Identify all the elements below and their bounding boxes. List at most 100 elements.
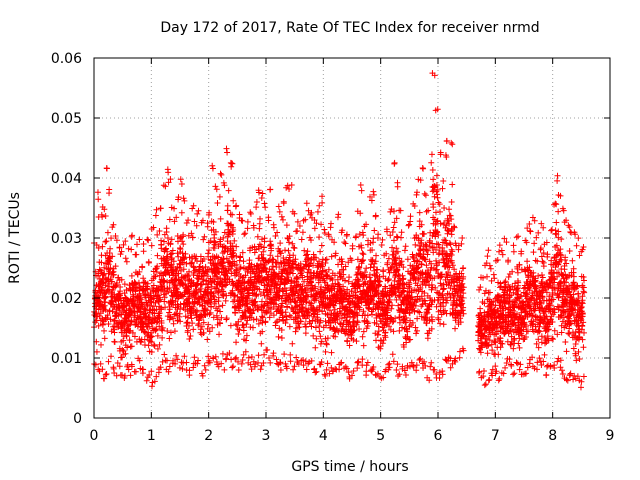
data-point	[174, 233, 181, 240]
data-point	[241, 231, 248, 238]
data-point	[282, 320, 289, 327]
data-point	[104, 315, 111, 322]
data-point	[161, 351, 168, 358]
data-point	[295, 360, 302, 367]
data-point	[481, 382, 488, 389]
data-point	[271, 272, 278, 279]
data-point	[134, 241, 141, 248]
data-point	[255, 352, 262, 359]
data-point	[254, 262, 261, 269]
data-point	[244, 218, 251, 225]
data-point	[532, 257, 539, 264]
data-point	[123, 301, 130, 308]
data-point	[236, 307, 243, 314]
data-point	[275, 333, 282, 340]
data-point	[258, 194, 265, 201]
data-point	[223, 255, 230, 262]
data-point	[199, 264, 206, 271]
data-point	[283, 184, 290, 191]
data-point	[189, 205, 196, 212]
data-point	[204, 300, 211, 307]
data-point	[105, 255, 112, 262]
data-point	[388, 305, 395, 312]
data-point	[204, 284, 211, 291]
data-point	[264, 346, 271, 353]
data-point	[257, 366, 264, 373]
data-point	[232, 355, 239, 362]
data-point	[112, 233, 119, 240]
data-point	[235, 330, 242, 337]
data-point	[367, 264, 374, 271]
data-point	[180, 254, 187, 261]
data-point	[206, 266, 213, 273]
data-point	[311, 225, 318, 232]
data-point	[312, 324, 319, 331]
data-point	[505, 257, 512, 264]
data-point	[128, 318, 135, 325]
data-point	[110, 271, 117, 278]
data-point	[448, 231, 455, 238]
data-point	[177, 292, 184, 299]
data-point	[92, 319, 99, 326]
data-point	[164, 234, 171, 241]
data-point	[151, 343, 158, 350]
data-point	[495, 377, 502, 384]
data-point	[183, 319, 190, 326]
data-point	[111, 317, 118, 324]
data-point	[216, 193, 223, 200]
data-point	[147, 302, 154, 309]
data-point	[188, 305, 195, 312]
data-point	[166, 284, 173, 291]
data-point	[191, 354, 198, 361]
data-point	[292, 298, 299, 305]
data-point	[423, 242, 430, 249]
data-point	[217, 215, 224, 222]
data-point	[298, 272, 305, 279]
data-point	[148, 296, 155, 303]
data-point	[192, 255, 199, 262]
data-point	[255, 265, 262, 272]
data-point	[288, 181, 295, 188]
data-point	[486, 376, 493, 383]
data-point	[302, 330, 309, 337]
data-point	[230, 247, 237, 254]
data-point	[230, 363, 237, 370]
data-point	[300, 265, 307, 272]
data-point	[198, 219, 205, 226]
data-point	[111, 370, 118, 377]
data-point	[167, 240, 174, 247]
data-point	[235, 358, 242, 365]
data-point	[122, 238, 129, 245]
data-point	[212, 261, 219, 268]
data-point	[274, 229, 281, 236]
data-point	[97, 267, 104, 274]
data-point	[200, 236, 207, 243]
data-point	[237, 254, 244, 261]
data-point	[515, 340, 522, 347]
data-point	[316, 328, 323, 335]
data-point	[111, 318, 118, 325]
data-point	[105, 321, 112, 328]
data-point	[477, 284, 484, 291]
data-point	[256, 225, 263, 232]
data-point	[260, 303, 267, 310]
data-point	[239, 356, 246, 363]
data-point	[490, 271, 497, 278]
data-point	[242, 230, 249, 237]
data-point	[242, 348, 249, 355]
data-point	[166, 335, 173, 342]
data-point	[120, 337, 127, 344]
data-point	[342, 240, 349, 247]
data-point	[291, 245, 298, 252]
data-point	[359, 250, 366, 257]
data-point	[267, 359, 274, 366]
data-point	[287, 358, 294, 365]
data-point	[98, 285, 105, 292]
data-point	[97, 317, 104, 324]
data-point	[185, 322, 192, 329]
data-point	[166, 309, 173, 316]
data-point	[496, 242, 503, 249]
data-point	[303, 200, 310, 207]
data-point	[207, 238, 214, 245]
data-point	[359, 257, 366, 264]
